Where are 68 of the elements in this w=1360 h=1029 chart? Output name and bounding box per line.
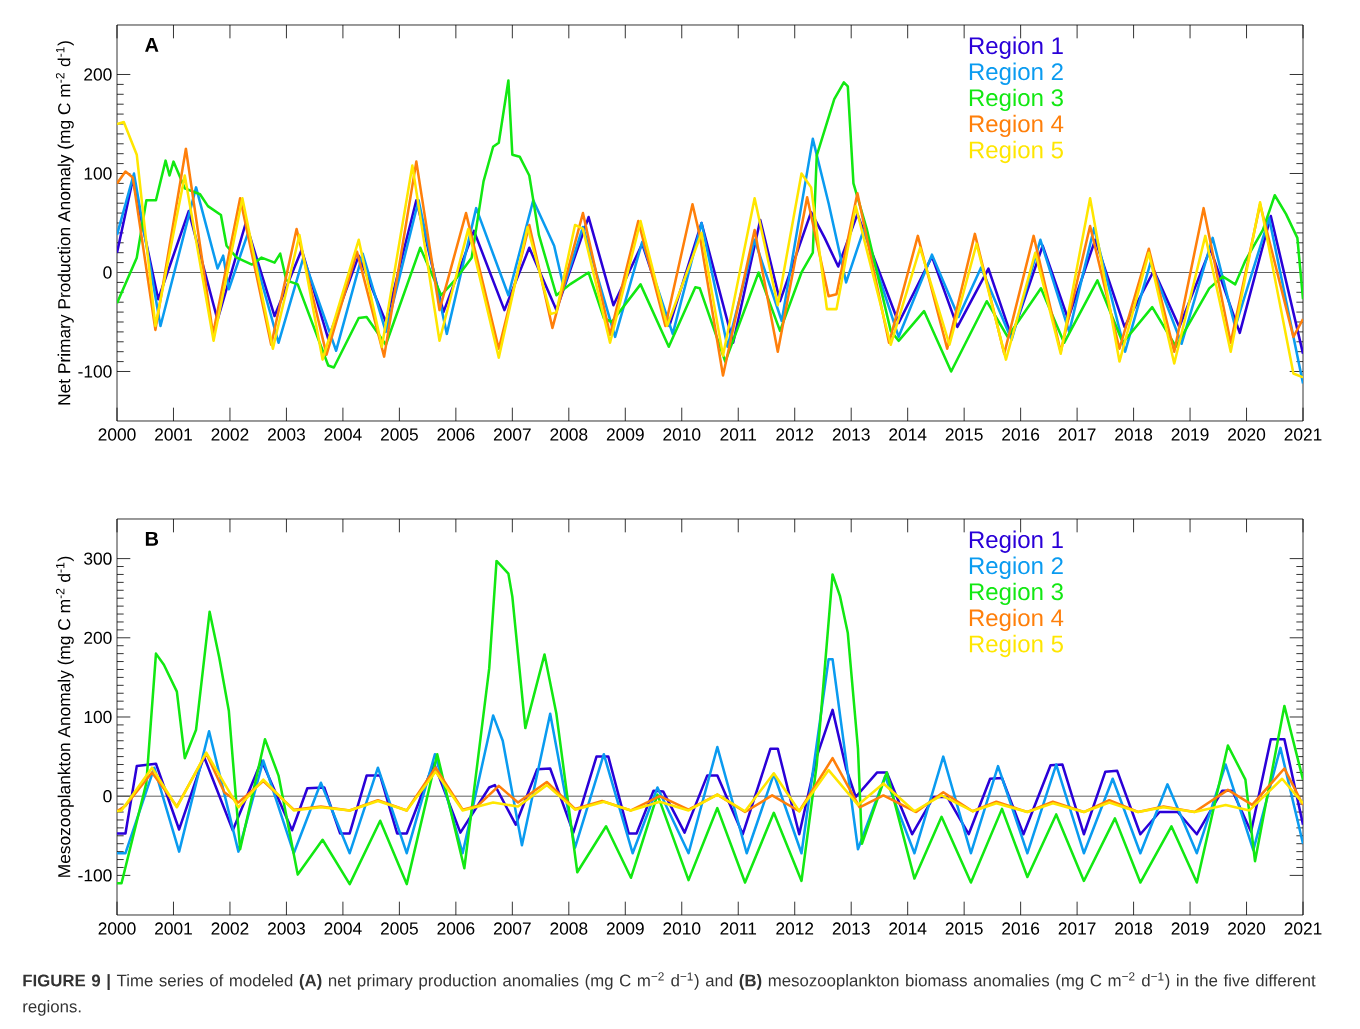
x-tick-label: 2012 — [776, 922, 814, 935]
x-tick-label: 2001 — [155, 428, 192, 441]
chart-title: B — [145, 531, 159, 546]
text: Region 1 — [969, 530, 1063, 553]
y-tick-label: 200 — [84, 68, 112, 81]
text: Region 2 — [969, 556, 1063, 579]
x-tick-label: 2003 — [268, 922, 305, 935]
y-tick-label: -100 — [78, 365, 112, 378]
y-tick-label: 0 — [103, 790, 112, 803]
x-tick-label: 2020 — [1228, 428, 1266, 441]
text: Region 2 — [969, 62, 1063, 85]
x-tick-label: 2021 — [1284, 428, 1322, 441]
x-tick-label: 2005 — [380, 922, 418, 935]
x-tick-label: 2014 — [889, 922, 927, 935]
x-tick-label: 2001 — [155, 922, 192, 935]
x-tick-label: 2002 — [211, 428, 249, 441]
text: FIGURE 9 | Time series of modeled (A) net primary production anomalies (mg C m$^{−2}$ d$^{−1}$) and (B) mesozooplankton biomass anomalies (mg C m$^{−2}$ d$^{−1}$) in the five different regions. — [23, 972, 1316, 1016]
chart-title: A — [145, 37, 159, 52]
y-tick-label: 100 — [84, 167, 112, 180]
x-tick-label: 2005 — [380, 428, 418, 441]
x-tick-label: 2019 — [1171, 922, 1209, 935]
text: Region 3 — [969, 88, 1063, 112]
x-tick-label: 2004 — [324, 922, 362, 935]
x-tick-label: 2019 — [1171, 428, 1209, 441]
x-tick-label: 2020 — [1228, 922, 1266, 935]
x-tick-label: 2006 — [437, 428, 475, 441]
x-tick-label: 2000 — [98, 922, 136, 935]
x-tick-label: 2004 — [324, 428, 362, 441]
x-tick-label: 2013 — [832, 922, 870, 935]
y-tick-label: 300 — [84, 552, 112, 565]
x-tick-label: 2007 — [493, 922, 531, 935]
y-tick-label: -100 — [78, 869, 112, 882]
y-tick-label: 200 — [84, 631, 112, 644]
x-tick-label: 2013 — [832, 428, 870, 441]
x-tick-label: 2011 — [720, 428, 757, 441]
x-tick-label: 2018 — [1115, 428, 1153, 441]
x-tick-label: 2015 — [945, 922, 983, 935]
x-tick-label: 2018 — [1115, 922, 1153, 935]
x-tick-label: 2011 — [720, 922, 757, 935]
x-tick-label: 2021 — [1284, 922, 1322, 935]
x-tick-label: 2002 — [211, 922, 249, 935]
text: Region 3 — [969, 582, 1063, 606]
text: Region 5 — [969, 634, 1063, 658]
x-tick-label: 2017 — [1058, 428, 1096, 441]
x-tick-label: 2015 — [945, 428, 983, 441]
text: Region 4 — [969, 114, 1064, 138]
y-tick-label: 0 — [103, 266, 112, 279]
y-tick-label: 100 — [84, 710, 112, 724]
x-tick-label: 2012 — [776, 428, 814, 441]
x-tick-label: 2009 — [606, 922, 644, 935]
x-tick-label: 2007 — [493, 428, 531, 441]
x-tick-label: 2009 — [606, 428, 644, 441]
x-tick-label: 2008 — [550, 922, 588, 935]
x-tick-label: 2003 — [268, 428, 305, 441]
y-axis-title: Net Primary Production Anomaly (mg C m$^{-2}$ d$^{-1}$) — [55, 41, 74, 405]
x-tick-label: 2016 — [1002, 922, 1040, 935]
x-tick-label: 2006 — [437, 922, 475, 935]
x-tick-label: 2014 — [889, 428, 927, 441]
x-tick-label: 2010 — [663, 428, 701, 441]
text: Region 4 — [969, 608, 1064, 632]
x-tick-label: 2008 — [550, 428, 588, 441]
text: Region 1 — [969, 36, 1063, 59]
x-tick-label: 2010 — [663, 922, 701, 935]
x-tick-label: 2000 — [98, 428, 136, 441]
x-tick-label: 2016 — [1002, 428, 1040, 441]
series-label: Region 5 — [969, 140, 1063, 164]
x-tick-label: 2017 — [1058, 922, 1096, 935]
y-axis-title: Mesozooplankton Anomaly (mg C m$^{-2}$ d$^{-1}$) — [55, 556, 74, 877]
